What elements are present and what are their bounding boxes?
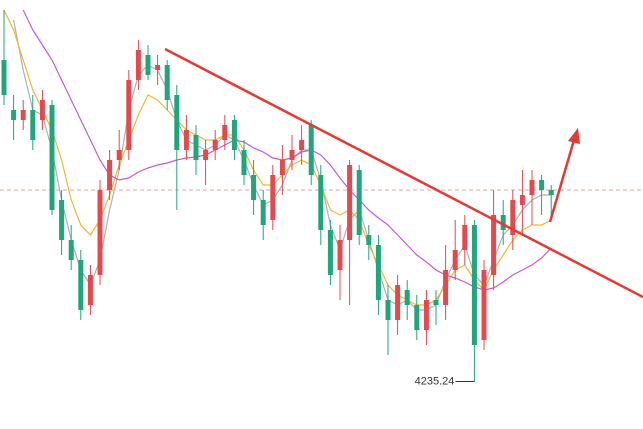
candle-body [510, 200, 516, 235]
candle-body [78, 260, 84, 310]
candle-body [107, 160, 113, 190]
candle-body [443, 270, 449, 305]
candle-body [212, 140, 218, 150]
candle-body [11, 110, 17, 120]
candle-body [59, 200, 65, 240]
candle-body [279, 160, 285, 175]
candle-body [30, 110, 36, 140]
candle-body [203, 150, 209, 160]
plot [1, 9, 554, 382]
candle-body [193, 135, 199, 160]
candle-body [318, 175, 324, 230]
candle-body [433, 300, 439, 305]
candle-body [471, 225, 477, 345]
candle-body [385, 300, 391, 320]
candle-body [491, 215, 497, 275]
candle-body [423, 300, 429, 330]
candle-body [500, 215, 506, 230]
candle-body [539, 180, 545, 190]
candle-body [548, 190, 554, 195]
candle-body [347, 165, 353, 240]
candle-body [519, 195, 525, 205]
candle-body [462, 225, 468, 250]
candle-body [155, 65, 161, 70]
candle-body [481, 270, 487, 340]
candle-body [1, 60, 7, 95]
trend-line [164, 47, 643, 299]
candle-body [174, 95, 180, 150]
candle-body [87, 275, 93, 305]
candle-body [97, 190, 103, 275]
min-label: 4235.24 [415, 375, 455, 387]
candle-body [20, 110, 26, 120]
trend-arrow [548, 139, 576, 223]
candle-body [270, 175, 276, 220]
candle-body [39, 100, 45, 120]
candle-body [68, 240, 74, 260]
candle-body [183, 130, 189, 150]
candle-body [308, 125, 314, 175]
candle-body [366, 235, 372, 245]
candle-body [404, 290, 410, 305]
candle-body [251, 175, 257, 200]
candle-body [299, 140, 305, 150]
candle-body [375, 245, 381, 300]
candle-body [241, 150, 247, 175]
candle-body [395, 285, 401, 320]
candle-body [231, 120, 237, 150]
candle-body [260, 200, 266, 225]
candle-body [126, 80, 132, 150]
candle-body [49, 105, 55, 210]
candle-body [145, 55, 151, 75]
candle-body [135, 50, 141, 80]
candle-body [337, 240, 343, 270]
moving-average [3, 9, 552, 306]
candle-body [164, 65, 170, 100]
candle-body [356, 170, 362, 235]
candle-body [414, 305, 420, 330]
candle-body [116, 150, 122, 160]
candle-body [327, 230, 333, 275]
candle-body [452, 250, 458, 270]
candle-body [222, 125, 228, 140]
candle-body [289, 150, 295, 160]
arrow-head [568, 128, 580, 144]
candle-body [529, 180, 535, 195]
